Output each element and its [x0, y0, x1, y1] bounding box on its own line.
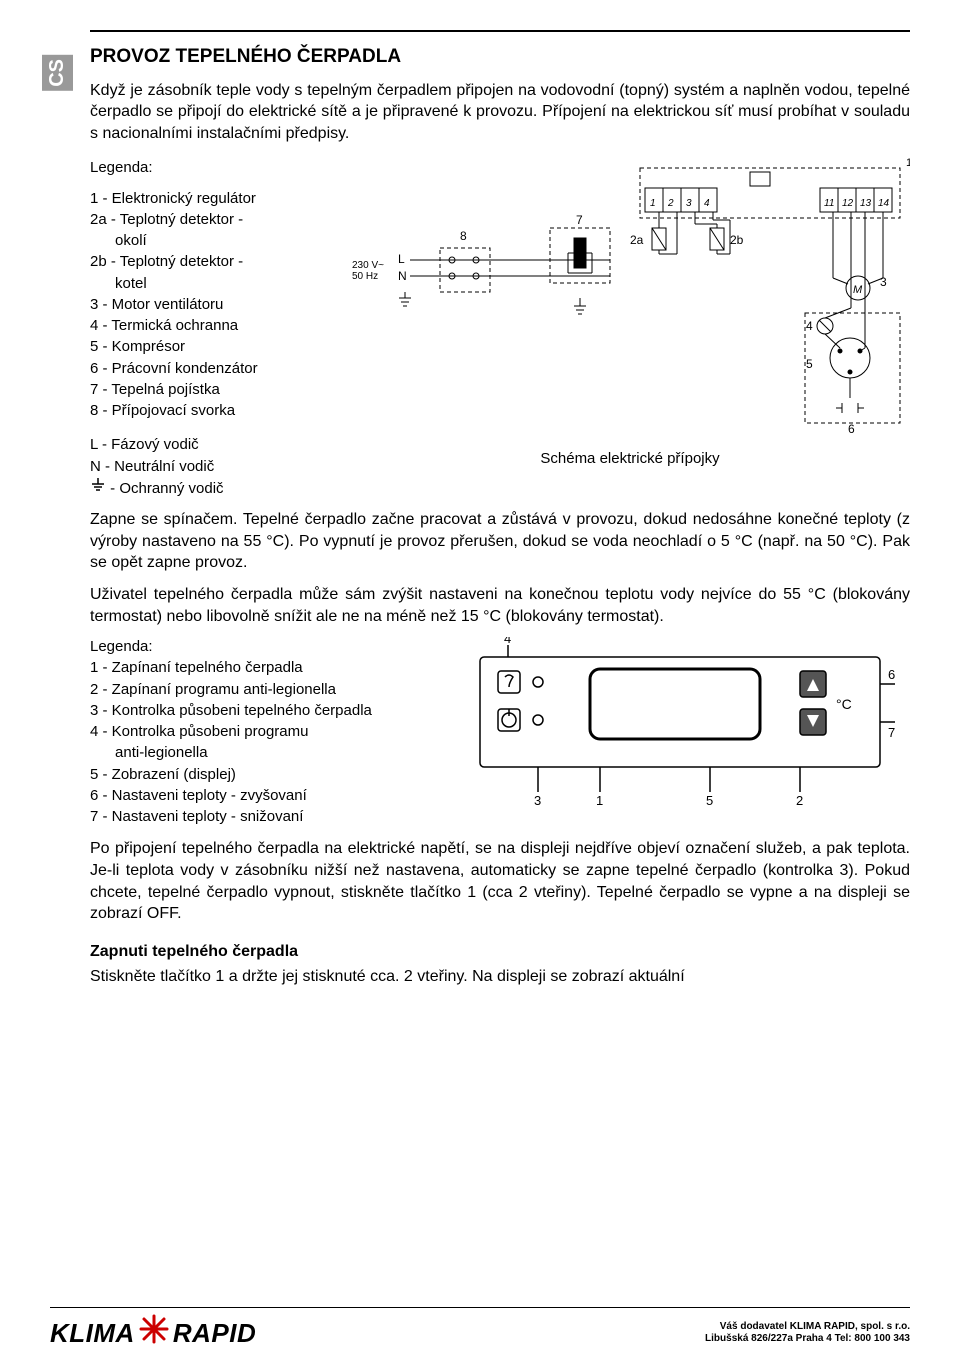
legend-heading: Legenda:	[90, 158, 340, 178]
svg-text:50 Hz: 50 Hz	[352, 271, 378, 282]
svg-text:7: 7	[888, 725, 895, 740]
legend-item: 1 - Zapínaní tepelného čerpadla	[90, 658, 450, 678]
svg-text:6: 6	[848, 422, 855, 436]
control-panel-diagram: °C 4 3 1 5 2 6 7	[460, 637, 900, 807]
paragraph-5: Stiskněte tlačítko 1 a držte jej stisknu…	[90, 966, 910, 988]
svg-text:7: 7	[576, 213, 583, 227]
svg-text:°C: °C	[836, 696, 852, 712]
legend-item: anti-legionella	[90, 743, 450, 763]
section-heading: Zapnuti tepelného čerpadla	[90, 941, 910, 963]
svg-text:M: M	[853, 284, 863, 296]
svg-text:12: 12	[842, 198, 854, 209]
svg-text:3: 3	[534, 793, 541, 807]
svg-text:5: 5	[706, 793, 713, 807]
svg-text:1: 1	[906, 158, 910, 169]
legend-item: 2a - Teplotný detektor -	[90, 210, 340, 230]
legend-2: Legenda: 1 - Zapínaní tepelného čerpadla…	[90, 637, 450, 828]
legend-item: 2b - Teplotný detektor -	[90, 252, 340, 272]
legend-item: 4 - Termická ochranna	[90, 316, 340, 336]
legend-item: 6 - Nastaveni teploty - zvyšovaní	[90, 786, 450, 806]
legend-item: N - Neutrální vodič	[90, 457, 340, 477]
svg-text:5: 5	[806, 357, 813, 371]
svg-text:4: 4	[704, 198, 710, 209]
svg-text:230 V~: 230 V~	[352, 260, 384, 271]
svg-text:2: 2	[667, 198, 674, 209]
svg-text:3: 3	[686, 198, 692, 209]
footer-address-1: Váš dodavatel KLIMA RAPID, spol. s r.o.	[705, 1321, 910, 1334]
svg-text:L: L	[398, 252, 405, 266]
svg-text:14: 14	[878, 198, 890, 209]
svg-text:4: 4	[504, 637, 511, 646]
legend-item: 5 - Zobrazení (displej)	[90, 765, 450, 785]
legend-item: 8 - Přípojovací svorka	[90, 401, 340, 421]
svg-text:8: 8	[460, 229, 467, 243]
svg-text:N: N	[398, 269, 407, 283]
legend-item: 6 - Prácovní kondenzátor	[90, 359, 340, 379]
legend-item: 7 - Tepelná pojístka	[90, 380, 340, 400]
schematic-caption: Schéma elektrické přípojky	[350, 449, 910, 469]
svg-text:1: 1	[596, 793, 603, 807]
paragraph-4: Po připojení tepelného čerpadla na elekt…	[90, 838, 910, 924]
legend-item: 3 - Kontrolka působeni tepelného čerpadl…	[90, 701, 450, 721]
ground-icon	[90, 478, 106, 500]
svg-text:6: 6	[888, 667, 895, 682]
brand-logo: KLIMA RAPID	[50, 1314, 256, 1353]
legend-item: kotel	[90, 274, 340, 294]
page-title: PROVOZ TEPELNÉHO ČERPADLA	[90, 44, 910, 70]
paragraph-2: Zapne se spínačem. Tepelné čerpadlo začn…	[90, 509, 910, 574]
svg-text:2b: 2b	[730, 233, 744, 247]
legend-1: Legenda: 1 - Elektronický regulátor2a - …	[90, 158, 340, 501]
snowflake-icon	[139, 1314, 169, 1353]
footer-address-2: Libušská 826/227a Praha 4 Tel: 800 100 3…	[705, 1333, 910, 1346]
legend-item: 1 - Elektronický regulátor	[90, 189, 340, 209]
page-footer: KLIMA RAPID Váš dodavatel KLIMA RAPID, s…	[50, 1307, 910, 1353]
svg-text:11: 11	[824, 198, 834, 209]
svg-text:13: 13	[860, 198, 872, 209]
paragraph-3: Uživatel tepelného čerpadla může sám zvý…	[90, 584, 910, 627]
language-tab: CS	[42, 55, 73, 91]
intro-paragraph: Když je zásobník teple vody s tepelným č…	[90, 80, 910, 145]
legend-item: 5 - Komprésor	[90, 337, 340, 357]
ground-label: - Ochranný vodič	[110, 480, 223, 497]
legend-item: 3 - Motor ventilátoru	[90, 295, 340, 315]
svg-text:2: 2	[796, 793, 803, 807]
svg-text:2a: 2a	[630, 233, 644, 247]
legend-item: 2 - Zapínaní programu anti-legionella	[90, 680, 450, 700]
svg-text:4: 4	[806, 319, 813, 333]
svg-text:1: 1	[650, 198, 656, 209]
legend-item: okolí	[90, 231, 340, 251]
wiring-schematic: 1 1 2 3 4 11 12 13 14 230 V~ 50 Hz L N	[350, 158, 910, 438]
legend-item: 4 - Kontrolka působeni programu	[90, 722, 450, 742]
legend-heading: Legenda:	[90, 637, 450, 657]
legend-item: L - Fázový vodič	[90, 435, 340, 455]
legend-item: 7 - Nastaveni teploty - snižovaní	[90, 807, 450, 827]
